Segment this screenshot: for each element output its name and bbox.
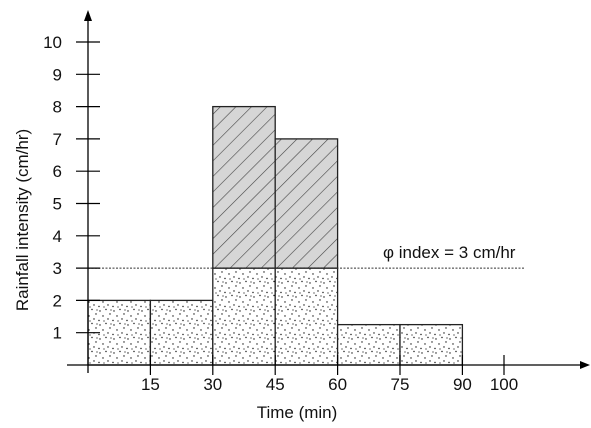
x-tick-label-15: 15 — [141, 375, 160, 394]
x-tick-label-30: 30 — [203, 375, 222, 394]
bar-excess-2 — [212, 105, 276, 269]
y-tick-label-3: 3 — [53, 259, 62, 278]
bar-infiltration-5 — [399, 323, 464, 366]
y-tick-label-6: 6 — [53, 162, 62, 181]
x-tick-label-45: 45 — [266, 375, 285, 394]
x-tick-label-60: 60 — [328, 375, 347, 394]
y-tick-label-8: 8 — [53, 98, 62, 117]
phi-index-label: φ index = 3 cm/hr — [383, 243, 516, 262]
y-axis-arrow — [84, 10, 92, 21]
bar-infiltration-1 — [149, 299, 214, 366]
bar-infiltration-3 — [274, 267, 339, 366]
x-axis-title: Time (min) — [257, 403, 338, 422]
bar-infiltration-4 — [336, 323, 401, 366]
x-tick-label-100: 100 — [490, 375, 518, 394]
y-tick-label-7: 7 — [53, 130, 62, 149]
y-tick-label-1: 1 — [53, 324, 62, 343]
x-axis-arrow — [580, 361, 590, 369]
y-tick-label-2: 2 — [53, 291, 62, 310]
y-tick-label-5: 5 — [53, 195, 62, 214]
bar-excess-3 — [274, 138, 339, 269]
x-tick-label-75: 75 — [391, 375, 410, 394]
axes-layer — [67, 10, 590, 375]
x-tick-label-90: 90 — [453, 375, 472, 394]
y-tick-label-10: 10 — [43, 33, 62, 52]
y-axis-title: Rainfall intensity (cm/hr) — [13, 129, 32, 311]
y-tick-label-4: 4 — [53, 227, 62, 246]
bars-layer — [87, 105, 464, 366]
bar-infiltration-2 — [212, 267, 276, 366]
y-tick-label-9: 9 — [53, 65, 62, 84]
